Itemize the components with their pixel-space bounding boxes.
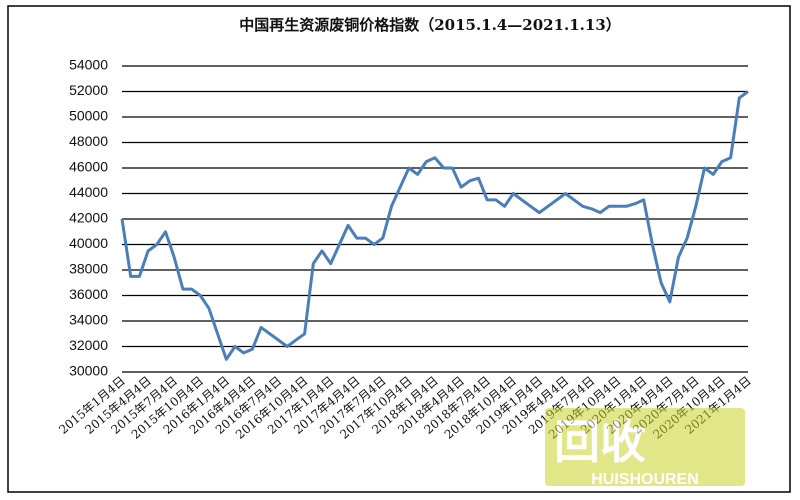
watermark-sub: HUISHOUREN [591, 471, 699, 488]
y-tick-label: 42000 [69, 210, 108, 226]
y-tick-label: 50000 [69, 108, 108, 124]
y-tick-label: 54000 [69, 57, 108, 73]
watermark-text: 回收 [554, 415, 646, 469]
y-tick-label: 46000 [69, 159, 108, 175]
y-tick-label: 40000 [69, 235, 108, 251]
chart-title: 中国再生资源废铜价格指数（2015.1.4—2021.1.13） [239, 16, 621, 34]
y-tick-label: 44000 [69, 184, 108, 200]
y-tick-label: 52000 [69, 82, 108, 98]
watermark-bg [545, 408, 745, 486]
y-tick-label: 34000 [69, 312, 108, 328]
watermark: 回收 HUISHOUREN [545, 408, 745, 488]
data-line [120, 90, 749, 361]
y-tick-label: 36000 [69, 286, 108, 302]
y-tick-label: 48000 [69, 133, 108, 149]
y-tick-label: 38000 [69, 261, 108, 277]
y-tick-label: 30000 [69, 363, 108, 379]
frame [7, 5, 791, 493]
y-tick-label: 32000 [69, 337, 108, 353]
